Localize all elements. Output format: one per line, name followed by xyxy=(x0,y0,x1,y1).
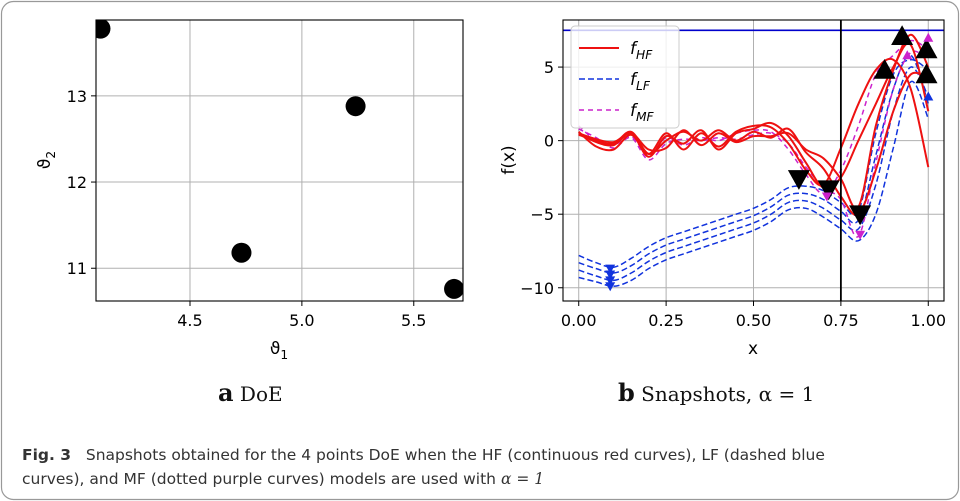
snapshot-marker-down xyxy=(787,170,810,190)
doe-ytick-label: 13 xyxy=(67,87,87,106)
doe-xtick-label: 5.0 xyxy=(289,311,314,330)
caption-text-1: Snapshots obtained for the 4 points DoE … xyxy=(85,446,825,464)
doe-point xyxy=(345,96,366,117)
snapshots-ytick-label: 5 xyxy=(544,58,554,77)
snapshot-curve-mf xyxy=(578,39,929,195)
doe-point xyxy=(231,242,252,263)
snapshots-legend: fHF fLF fMF xyxy=(570,25,680,129)
snapshot-marker-up xyxy=(915,38,938,59)
subcaption-b-text: Snapshots, α = 1 xyxy=(641,382,815,406)
doe-points xyxy=(96,20,463,299)
doe-ytick-label: 11 xyxy=(67,259,87,278)
subcaption-a-text: DoE xyxy=(239,382,283,406)
subcaption-b: b Snapshots, α = 1 xyxy=(618,378,814,407)
figure-caption: Fig. 3 Snapshots obtained for the 4 poin… xyxy=(22,443,942,491)
snapshot-marker-down xyxy=(817,180,840,201)
snapshot-marker-up xyxy=(915,63,938,84)
snapshot-curve-hf xyxy=(578,33,930,210)
doe-scatter-chart: 4.5 5.0 5.5 11 12 13 ϑ1 ϑ2 xyxy=(35,19,464,362)
snapshots-xtick-label: 0.50 xyxy=(736,311,772,330)
snapshot-marker-down xyxy=(605,264,616,274)
doe-xlabel: ϑ1 xyxy=(270,339,288,362)
snapshot-marker-down xyxy=(605,282,616,292)
subcaption-a-letter: a xyxy=(218,378,234,407)
snapshot-curve-lf xyxy=(578,66,929,282)
legend-label-f-lf: fLF xyxy=(630,70,651,93)
snapshots-ticks: 0.00 0.25 0.50 0.75 1.00 −10 −5 0 5 xyxy=(520,58,946,330)
snapshot-marker-up xyxy=(923,32,934,42)
subcaption-a: a DoE xyxy=(218,378,283,407)
snapshots-xtick-label: 1.00 xyxy=(910,311,946,330)
doe-xtick-label: 5.5 xyxy=(401,311,426,330)
snapshot-curve-lf xyxy=(578,54,930,274)
doe-ytick-label: 12 xyxy=(67,173,87,192)
doe-grid xyxy=(96,20,463,301)
snapshot-marker-up xyxy=(873,59,896,79)
snapshot-marker-down xyxy=(821,192,832,202)
snapshots-ytick-label: −5 xyxy=(530,205,554,224)
doe-point xyxy=(444,278,463,299)
doe-ticks: 4.5 5.0 5.5 11 12 13 xyxy=(67,87,427,330)
doe-point xyxy=(96,20,111,39)
snapshot-marker-down xyxy=(849,205,872,226)
snapshot-curve-hf xyxy=(578,42,930,190)
snapshots-markers xyxy=(605,25,938,292)
snapshots-line-chart: 0.00 0.25 0.50 0.75 1.00 −10 −5 0 5 x f(x) fHF fL… xyxy=(499,19,946,359)
snapshots-ylabel: f(x) xyxy=(499,145,519,174)
doe-xtick-label: 4.5 xyxy=(177,311,202,330)
caption-label: Fig. 3 xyxy=(22,446,72,464)
doe-axes-box xyxy=(95,19,464,302)
snapshots-ytick-label: 0 xyxy=(544,132,554,151)
snapshots-series xyxy=(578,33,930,288)
snapshots-xlabel: x xyxy=(748,339,758,359)
snapshot-marker-up xyxy=(891,25,914,45)
legend-label-f-mf: fMF xyxy=(630,101,655,124)
legend-box xyxy=(570,25,680,129)
doe-ylabel: ϑ2 xyxy=(35,151,58,169)
subcaption-b-letter: b xyxy=(618,378,635,407)
snapshot-marker-down xyxy=(855,230,866,240)
snapshot-marker-down xyxy=(605,276,616,286)
snapshot-curve-lf xyxy=(578,80,929,288)
legend-label-f-hf: fHF xyxy=(630,39,653,62)
snapshots-ytick-label: −10 xyxy=(520,279,554,298)
snapshot-marker-up xyxy=(923,91,934,101)
caption-text-2: curves), and MF (dotted purple curves) m… xyxy=(22,470,501,488)
snapshots-xtick-label: 0.00 xyxy=(561,311,597,330)
caption-math: α = 1 xyxy=(500,470,545,488)
snapshots-xtick-label: 0.25 xyxy=(648,311,684,330)
snapshot-marker-down xyxy=(605,270,616,280)
snapshot-curve-lf xyxy=(578,58,929,269)
snapshot-marker-up xyxy=(902,50,913,60)
snapshots-xtick-label: 0.75 xyxy=(823,311,859,330)
